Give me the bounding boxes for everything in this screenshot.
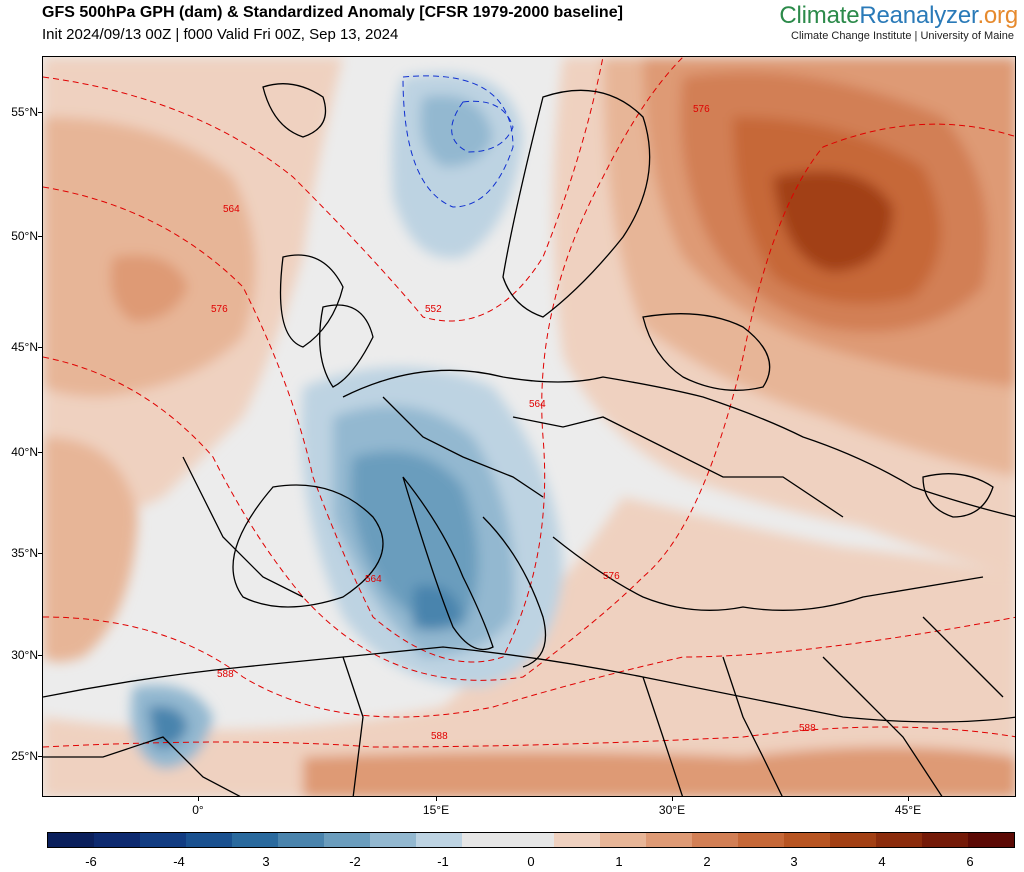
lon-label-45e: 45°E xyxy=(894,803,922,817)
lon-tick xyxy=(908,797,909,801)
lat-tick xyxy=(38,347,42,348)
contour-label: 588 xyxy=(799,723,816,734)
contour-label: 576 xyxy=(211,304,228,315)
colorbar-swatch xyxy=(876,833,922,847)
brand-logo-part3: .org xyxy=(977,2,1018,29)
chart-title: GFS 500hPa GPH (dam) & Standardized Anom… xyxy=(42,4,623,21)
map-panel: 564 576 552 564 576 564 576 588 588 588 xyxy=(42,56,1016,797)
colorbar-swatch xyxy=(232,833,278,847)
contour-label: 552 xyxy=(425,304,442,315)
lat-label-55: 55°N xyxy=(11,105,38,119)
lon-label-15e: 15°E xyxy=(422,803,450,817)
colorbar-swatch xyxy=(278,833,324,847)
colorbar-label: -6 xyxy=(85,854,97,869)
brand-subtitle: Climate Change Institute | University of… xyxy=(791,30,1014,42)
colorbar-swatch xyxy=(370,833,416,847)
colorbar-swatch xyxy=(186,833,232,847)
lat-tick xyxy=(38,553,42,554)
lat-label-40: 40°N xyxy=(11,445,38,459)
colorbar-label: 4 xyxy=(878,854,886,869)
lon-label-30e: 30°E xyxy=(658,803,686,817)
colorbar-label: 0 xyxy=(527,854,535,869)
colorbar-swatch xyxy=(416,833,462,847)
lat-label-50: 50°N xyxy=(11,229,38,243)
colorbar-label: -1 xyxy=(437,854,449,869)
colorbar-swatch xyxy=(830,833,876,847)
contour-label: 588 xyxy=(431,731,448,742)
contour-label: 576 xyxy=(603,571,620,582)
brand-logo[interactable]: ClimateReanalyzer.org xyxy=(779,2,1018,30)
colorbar-swatch xyxy=(94,833,140,847)
lat-tick xyxy=(38,756,42,757)
colorbar-swatch xyxy=(554,833,600,847)
colorbar-swatch xyxy=(646,833,692,847)
contour-label: 564 xyxy=(223,204,240,215)
coastlines xyxy=(43,83,1015,796)
lat-label-25: 25°N xyxy=(11,749,38,763)
colorbar-label: 2 xyxy=(703,854,711,869)
chart-subtitle: Init 2024/09/13 00Z | f000 Valid Fri 00Z… xyxy=(42,26,399,43)
colorbar-swatch xyxy=(48,833,94,847)
brand-logo-part1: Climate xyxy=(779,2,860,29)
colorbar-label: 3 xyxy=(262,854,270,869)
anomaly-shading xyxy=(43,57,1015,796)
contour-label: 564 xyxy=(365,574,382,585)
colorbar-label: -4 xyxy=(173,854,185,869)
colorbar-label: -2 xyxy=(349,854,361,869)
colorbar-label: 6 xyxy=(966,854,974,869)
colorbar-swatch xyxy=(692,833,738,847)
colorbar xyxy=(47,832,1015,848)
lat-tick xyxy=(38,236,42,237)
lat-tick xyxy=(38,655,42,656)
contour-label: 588 xyxy=(217,669,234,680)
lat-label-35: 35°N xyxy=(11,546,38,560)
lon-tick xyxy=(672,797,673,801)
lon-tick xyxy=(198,797,199,801)
lat-label-30: 30°N xyxy=(11,648,38,662)
lat-label-45: 45°N xyxy=(11,340,38,354)
colorbar-swatch xyxy=(738,833,784,847)
lon-label-0: 0° xyxy=(192,803,204,817)
colorbar-label: 3 xyxy=(790,854,798,869)
geopotential-contours xyxy=(43,57,1015,748)
brand-logo-part2: Reanalyzer xyxy=(859,2,978,29)
colorbar-swatch xyxy=(140,833,186,847)
contour-labels: 564 576 552 564 576 564 576 588 588 588 xyxy=(211,104,816,742)
colorbar-swatch xyxy=(508,833,554,847)
colorbar-swatch xyxy=(600,833,646,847)
colorbar-swatch xyxy=(922,833,968,847)
anomaly-map: 564 576 552 564 576 564 576 588 588 588 xyxy=(43,57,1015,796)
lat-tick xyxy=(38,112,42,113)
colorbar-label: 1 xyxy=(615,854,623,869)
colorbar-swatch xyxy=(324,833,370,847)
lat-tick xyxy=(38,452,42,453)
colorbar-swatch xyxy=(968,833,1014,847)
colorbar-swatch xyxy=(784,833,830,847)
lon-tick xyxy=(436,797,437,801)
colorbar-swatch xyxy=(462,833,508,847)
contour-label: 564 xyxy=(529,399,546,410)
contour-label: 576 xyxy=(693,104,710,115)
